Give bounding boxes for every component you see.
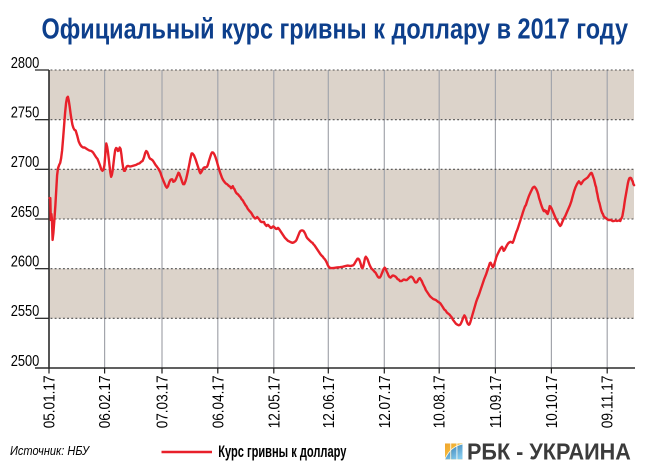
- svg-text:10.10.17: 10.10.17: [544, 376, 561, 429]
- svg-text:06.04.17: 06.04.17: [210, 376, 227, 429]
- svg-text:Официальный курс гривны к долл: Официальный курс гривны к доллару в 2017…: [42, 13, 629, 45]
- svg-text:2800: 2800: [11, 55, 40, 72]
- svg-text:РБК - УКРАИНА: РБК - УКРАИНА: [467, 439, 631, 465]
- svg-text:2650: 2650: [11, 204, 40, 221]
- svg-text:12.07.17: 12.07.17: [377, 376, 394, 429]
- svg-text:06.02.17: 06.02.17: [97, 376, 114, 429]
- svg-text:11.09.17: 11.09.17: [488, 376, 505, 429]
- svg-text:05.01.17: 05.01.17: [42, 376, 59, 429]
- svg-text:07.03.17: 07.03.17: [155, 376, 172, 429]
- svg-text:2500: 2500: [11, 353, 40, 370]
- svg-text:10.08.17: 10.08.17: [432, 376, 449, 429]
- svg-text:Источник: НБУ: Источник: НБУ: [10, 443, 90, 458]
- svg-text:2600: 2600: [11, 254, 40, 271]
- svg-text:2750: 2750: [11, 105, 40, 122]
- svg-text:Курс гривны к доллару: Курс гривны к доллару: [218, 442, 347, 461]
- svg-text:2700: 2700: [11, 154, 40, 171]
- svg-text:12.05.17: 12.05.17: [266, 376, 283, 429]
- svg-text:2550: 2550: [11, 303, 40, 320]
- svg-text:09.11.17: 09.11.17: [600, 376, 617, 429]
- svg-text:12.06.17: 12.06.17: [321, 376, 338, 429]
